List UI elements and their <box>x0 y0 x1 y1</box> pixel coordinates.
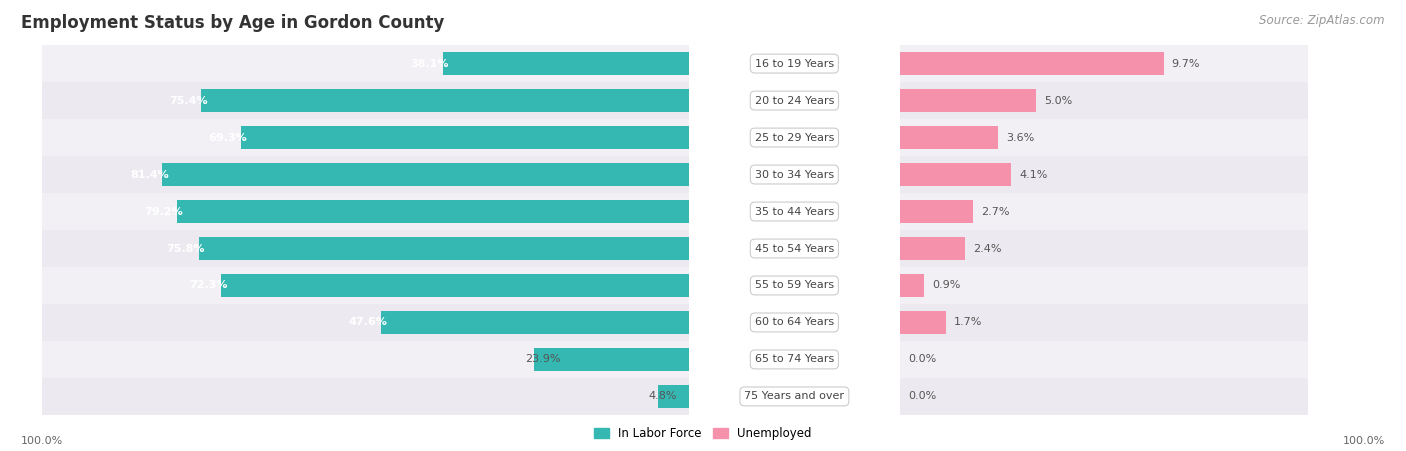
Text: 55 to 59 Years: 55 to 59 Years <box>755 281 834 290</box>
Bar <box>900 230 1308 267</box>
Bar <box>900 267 1308 304</box>
Bar <box>900 45 1308 82</box>
Text: 100.0%: 100.0% <box>21 437 63 446</box>
Bar <box>900 119 1308 156</box>
Bar <box>42 378 689 415</box>
Text: 60 to 64 Years: 60 to 64 Years <box>755 318 834 327</box>
Bar <box>42 304 689 341</box>
Bar <box>900 200 973 223</box>
Bar <box>658 385 689 408</box>
Bar <box>900 311 946 334</box>
Text: 9.7%: 9.7% <box>1171 59 1201 69</box>
Bar <box>42 119 689 156</box>
Text: 4.1%: 4.1% <box>1019 170 1047 179</box>
Bar <box>900 89 1036 112</box>
Bar <box>381 311 689 334</box>
Legend: In Labor Force, Unemployed: In Labor Force, Unemployed <box>589 423 817 445</box>
Text: 75.4%: 75.4% <box>169 96 208 106</box>
Bar <box>42 45 689 82</box>
Bar <box>240 126 689 149</box>
Text: 79.2%: 79.2% <box>145 207 183 216</box>
Text: 69.3%: 69.3% <box>208 133 247 143</box>
Bar <box>198 237 689 260</box>
Text: 1.7%: 1.7% <box>955 318 983 327</box>
Bar <box>534 348 689 371</box>
Text: 30 to 34 Years: 30 to 34 Years <box>755 170 834 179</box>
Text: 47.6%: 47.6% <box>349 318 388 327</box>
Bar <box>900 193 1308 230</box>
Bar <box>42 156 689 193</box>
Text: 75 Years and over: 75 Years and over <box>744 391 845 401</box>
Text: 2.7%: 2.7% <box>981 207 1010 216</box>
Bar <box>177 200 689 223</box>
Text: 72.3%: 72.3% <box>190 281 228 290</box>
Bar <box>900 52 1164 75</box>
Text: 23.9%: 23.9% <box>524 354 560 364</box>
Text: 16 to 19 Years: 16 to 19 Years <box>755 59 834 69</box>
Bar <box>900 378 1308 415</box>
Bar <box>900 237 965 260</box>
Text: 45 to 54 Years: 45 to 54 Years <box>755 244 834 253</box>
Bar <box>42 230 689 267</box>
Text: 20 to 24 Years: 20 to 24 Years <box>755 96 834 106</box>
Text: 3.6%: 3.6% <box>1005 133 1033 143</box>
Text: 38.1%: 38.1% <box>411 59 449 69</box>
Text: 0.0%: 0.0% <box>908 354 936 364</box>
Text: 100.0%: 100.0% <box>1343 437 1385 446</box>
Bar <box>42 82 689 119</box>
Bar <box>900 163 1011 186</box>
Bar <box>42 193 689 230</box>
Bar <box>163 163 689 186</box>
Text: 0.9%: 0.9% <box>932 281 960 290</box>
Bar <box>221 274 689 297</box>
Bar <box>900 126 998 149</box>
Text: 2.4%: 2.4% <box>973 244 1001 253</box>
Text: 81.4%: 81.4% <box>131 170 169 179</box>
Text: Employment Status by Age in Gordon County: Employment Status by Age in Gordon Count… <box>21 14 444 32</box>
Text: Source: ZipAtlas.com: Source: ZipAtlas.com <box>1260 14 1385 27</box>
Text: 75.8%: 75.8% <box>167 244 205 253</box>
Bar <box>42 267 689 304</box>
Text: 4.8%: 4.8% <box>648 391 676 401</box>
Bar <box>201 89 689 112</box>
Text: 65 to 74 Years: 65 to 74 Years <box>755 354 834 364</box>
Text: 35 to 44 Years: 35 to 44 Years <box>755 207 834 216</box>
Bar <box>900 274 924 297</box>
Text: 25 to 29 Years: 25 to 29 Years <box>755 133 834 143</box>
Bar <box>900 156 1308 193</box>
Text: 5.0%: 5.0% <box>1043 96 1073 106</box>
Bar <box>900 341 1308 378</box>
Bar <box>42 341 689 378</box>
Text: 0.0%: 0.0% <box>908 391 936 401</box>
Bar <box>900 304 1308 341</box>
Bar <box>443 52 689 75</box>
Bar <box>900 82 1308 119</box>
